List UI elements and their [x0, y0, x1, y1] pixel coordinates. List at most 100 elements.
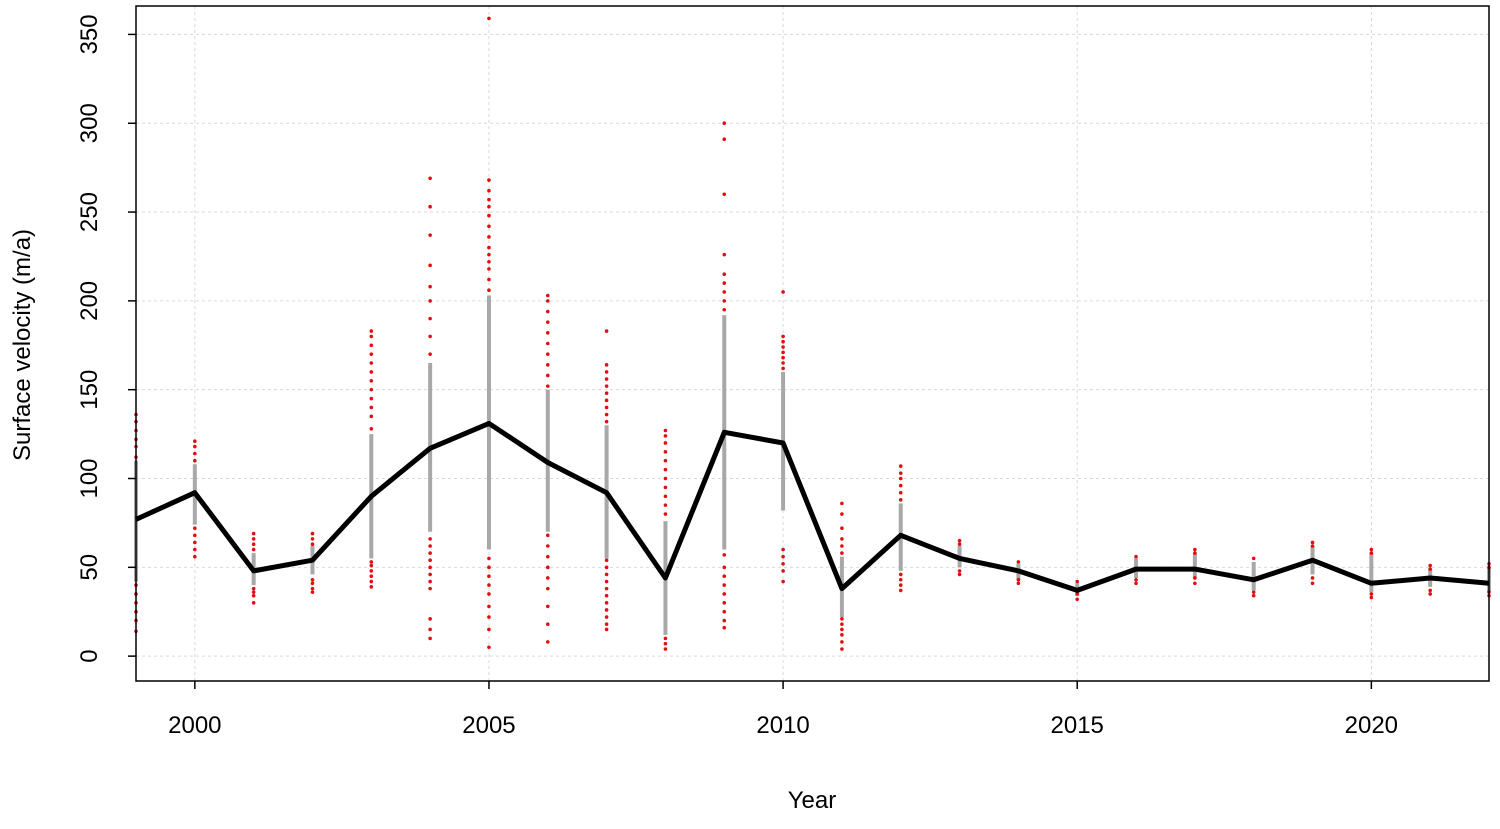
x-axis-label: Year: [788, 787, 837, 814]
outlier-point: [428, 558, 432, 563]
outlier-point: [781, 561, 785, 566]
outlier-point: [487, 574, 491, 578]
outlier-point: [1251, 590, 1256, 594]
outlier-point: [840, 622, 844, 626]
outlier-point: [604, 615, 609, 619]
outlier-point: [898, 464, 903, 468]
outlier-point: [369, 585, 374, 589]
outlier-point: [487, 556, 491, 561]
outlier-point: [722, 281, 727, 285]
outlier-point: [1310, 581, 1315, 586]
outlier-point: [545, 565, 550, 570]
outlier-point: [487, 615, 491, 619]
outlier-point: [898, 583, 903, 587]
outlier-point: [545, 604, 550, 609]
outlier-point: [1075, 597, 1080, 602]
outlier-point: [722, 121, 727, 126]
y-tick-label: 200: [76, 281, 103, 321]
outlier-point: [545, 586, 550, 591]
outlier-point: [545, 384, 550, 388]
outlier-point: [545, 331, 550, 335]
outlier-point: [604, 579, 609, 584]
series-line: [134, 420, 1490, 593]
outlier-point: [193, 458, 197, 463]
outlier-point: [604, 622, 609, 626]
y-tick-label: 250: [76, 192, 103, 232]
outlier-point: [663, 512, 668, 516]
outlier-point: [781, 366, 785, 371]
outlier-point: [663, 441, 668, 445]
outlier-point: [251, 601, 256, 605]
outlier-point: [1016, 560, 1021, 564]
outlier-point: [369, 379, 374, 383]
outlier-point: [1075, 592, 1080, 596]
outlier-point: [428, 586, 432, 591]
outlier-point: [781, 290, 785, 294]
outlier-point: [663, 485, 668, 490]
outlier-point: [369, 343, 374, 348]
outlier-point: [428, 204, 432, 209]
x-tick-label: 2010: [756, 712, 809, 739]
outlier-point: [957, 572, 962, 577]
outlier-point: [604, 384, 609, 388]
outlier-point: [604, 572, 609, 577]
y-tick-label: 0: [76, 649, 103, 662]
outlier-point: [781, 339, 785, 344]
outlier-point: [369, 329, 374, 333]
outlier-point: [957, 538, 962, 543]
outlier-point: [722, 299, 727, 303]
outlier-point: [487, 197, 491, 202]
outlier-point: [428, 565, 432, 570]
outlier-point: [604, 370, 609, 374]
outlier-point: [545, 293, 550, 298]
y-tick-label: 300: [76, 103, 103, 143]
outlier-point: [193, 547, 197, 552]
outlier-point: [545, 640, 550, 644]
outlier-point: [428, 579, 432, 584]
outlier-point: [840, 537, 844, 541]
outlier-point: [957, 569, 962, 573]
outlier-point: [369, 405, 374, 410]
outlier-point: [369, 387, 374, 392]
outlier-point: [369, 563, 374, 568]
outlier-point: [1134, 577, 1138, 582]
outlier-point: [1428, 588, 1432, 593]
outlier-point: [722, 307, 727, 312]
plot-frame: [135, 5, 1490, 682]
outlier-point: [1369, 551, 1374, 555]
outlier-point: [369, 579, 374, 584]
y-tick-label: 150: [76, 370, 103, 410]
outlier-point: [487, 16, 491, 21]
outlier-point: [1310, 540, 1315, 545]
outlier-point: [428, 263, 432, 268]
outlier-point: [369, 569, 374, 573]
outlier-point: [1016, 577, 1021, 582]
outlier-point: [369, 334, 374, 339]
outlier-point: [1310, 544, 1315, 548]
outlier-point: [722, 192, 727, 197]
outlier-point: [840, 512, 844, 516]
outlier-point: [722, 290, 727, 294]
outlier-point: [193, 533, 197, 538]
outlier-point: [781, 350, 785, 355]
outlier-point: [604, 419, 609, 424]
outlier-point: [1369, 592, 1374, 596]
outlier-point: [428, 537, 432, 541]
outlier-point: [781, 569, 785, 573]
outlier-point: [898, 498, 903, 502]
y-tick-label: 350: [76, 14, 103, 54]
outlier-point: [545, 299, 550, 303]
outlier-point: [369, 370, 374, 374]
outlier-point: [1428, 563, 1432, 568]
outlier-point: [840, 647, 844, 651]
outlier-point: [1428, 592, 1432, 596]
outlier-point: [487, 627, 491, 632]
outlier-point: [310, 586, 315, 591]
outlier-point: [604, 391, 609, 396]
outlier-point: [310, 581, 315, 586]
x-tick-label: 2015: [1051, 712, 1104, 739]
outlier-point: [251, 586, 256, 591]
outlier-point: [722, 252, 727, 257]
